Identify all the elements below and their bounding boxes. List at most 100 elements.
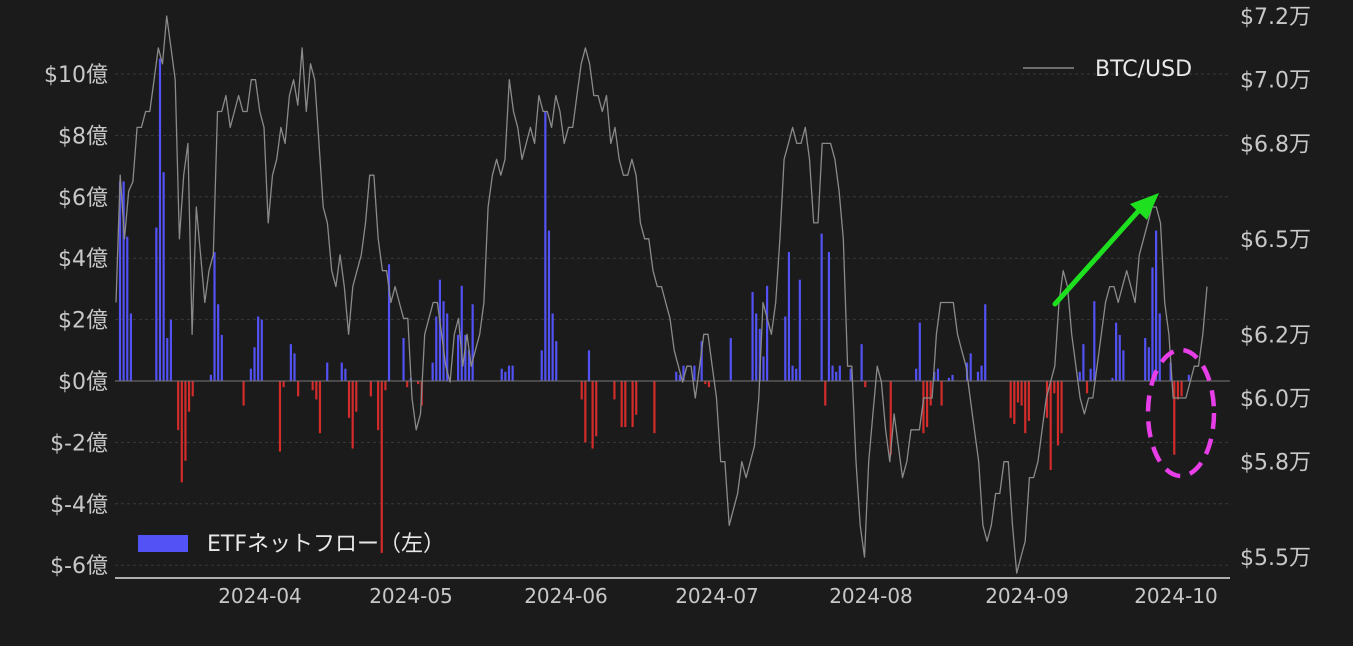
flow-bar — [344, 368, 347, 381]
flow-bar — [831, 365, 834, 381]
magenta-dashed-ellipse — [1145, 347, 1217, 479]
flow-bar — [707, 381, 711, 388]
flow-bar — [555, 341, 558, 381]
y-right-tick-label: $6.0万 — [1240, 387, 1311, 412]
flow-bar — [126, 236, 129, 381]
flow-bar — [587, 350, 591, 381]
flow-bar — [700, 341, 703, 381]
y-left-tick-label: $0億 — [58, 370, 108, 395]
flow-bar — [551, 313, 554, 381]
btc-usd-line — [115, 15, 1208, 574]
flow-bar — [1049, 381, 1052, 471]
flow-bar — [624, 381, 627, 428]
flow-bar — [166, 338, 169, 381]
flow-bar — [217, 304, 220, 381]
flow-bar — [457, 334, 460, 381]
flow-bar — [122, 181, 125, 381]
x-tick-label: 2024-04 — [218, 584, 302, 608]
y-left-tick-label: $-2億 — [50, 431, 108, 456]
flow-bar — [1176, 381, 1180, 400]
green-arrow-shaft — [1052, 204, 1145, 307]
flow-bar — [351, 381, 354, 449]
y-right-tick-label: $5.5万 — [1240, 546, 1311, 571]
flow-bar — [1118, 334, 1121, 381]
flow-bar — [471, 304, 474, 381]
flow-bar — [282, 381, 285, 388]
flow-bar — [751, 291, 754, 381]
flow-bar — [464, 334, 467, 381]
flow-bar — [504, 371, 507, 381]
flow-bar — [1147, 347, 1150, 381]
flow-bar — [438, 279, 442, 381]
flow-bar — [795, 368, 798, 381]
flow-bar — [1173, 381, 1176, 455]
flow-bar — [940, 381, 943, 406]
legend-etf-swatch — [138, 535, 188, 552]
x-tick-label: 2024-09 — [985, 584, 1069, 608]
flow-bar — [613, 381, 616, 400]
flow-bar — [635, 381, 638, 415]
flow-bar — [177, 381, 180, 431]
flow-bar — [729, 338, 732, 381]
flow-bar — [249, 368, 252, 381]
green-arrow-head — [1130, 193, 1159, 220]
flow-bar — [180, 381, 183, 483]
flow-bar — [947, 377, 950, 381]
flow-bar — [213, 252, 216, 381]
flow-bar — [1013, 381, 1016, 424]
y-left-tick-label: $6億 — [58, 186, 108, 211]
y-left-tick-label: $10億 — [44, 63, 108, 88]
flow-bar — [511, 365, 514, 381]
flow-bar — [184, 381, 187, 461]
flow-bar — [169, 319, 172, 381]
flow-bar — [257, 316, 260, 381]
flow-bar — [682, 365, 685, 381]
flow-bar — [1115, 322, 1118, 381]
flow-bar — [929, 381, 932, 406]
flow-bar — [318, 381, 322, 434]
y-right-tick-label: $6.2万 — [1240, 323, 1311, 348]
flow-bar — [446, 313, 449, 381]
flow-bar — [1187, 374, 1190, 381]
flow-bar — [1093, 301, 1096, 381]
flow-bar — [791, 365, 794, 381]
flow-bar — [187, 381, 191, 412]
flow-bar — [758, 328, 761, 381]
flow-bar — [544, 110, 547, 381]
flow-bar — [260, 319, 263, 381]
flow-bar — [242, 381, 245, 406]
flow-bar — [653, 381, 656, 434]
flow-bar — [849, 368, 852, 381]
flow-bar — [340, 362, 343, 381]
flow-bar — [1151, 267, 1154, 381]
flow-bar — [1024, 381, 1027, 434]
x-tick-label: 2024-07 — [675, 584, 759, 608]
flow-bar — [540, 350, 543, 381]
flow-bar — [406, 381, 409, 388]
flow-bar — [984, 304, 987, 381]
flow-bar — [297, 381, 300, 397]
flow-bar — [798, 279, 801, 381]
flow-bar — [860, 344, 863, 381]
flow-bar — [933, 371, 936, 381]
flow-bar — [289, 344, 292, 381]
flow-bar — [220, 334, 223, 381]
flow-bar — [591, 381, 594, 449]
flow-bar — [693, 365, 696, 381]
legend-etf-label: ETFネットフロー（左） — [207, 532, 445, 557]
y-left-tick-label: $-6億 — [50, 554, 108, 579]
flow-bar — [951, 374, 954, 381]
flow-bar — [704, 381, 707, 385]
flow-bar — [155, 227, 158, 381]
flow-bar — [547, 230, 551, 381]
y-right-tick-label: $6.8万 — [1240, 132, 1311, 157]
flow-bar — [1045, 381, 1049, 418]
flow-bar — [824, 381, 827, 406]
flow-bar — [1169, 362, 1172, 381]
flow-bar — [827, 252, 830, 381]
flow-bar — [326, 362, 329, 381]
flow-bar — [620, 381, 623, 428]
x-tick-label: 2024-05 — [369, 584, 453, 608]
